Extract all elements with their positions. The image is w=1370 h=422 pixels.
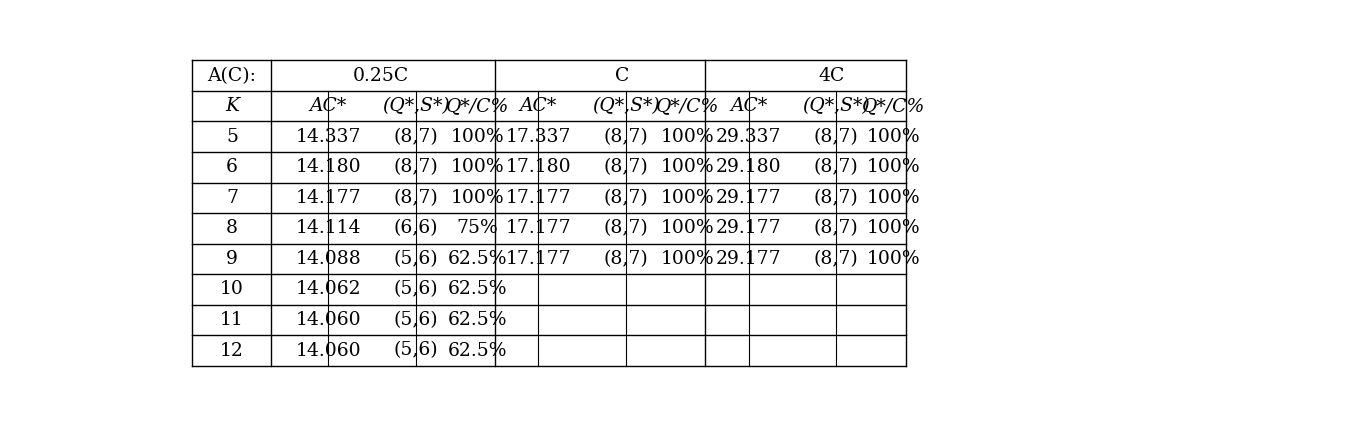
Text: 29.180: 29.180: [717, 158, 781, 176]
Text: (8,7): (8,7): [814, 250, 859, 268]
Text: 100%: 100%: [866, 158, 921, 176]
Text: (8,7): (8,7): [604, 158, 648, 176]
Text: 17.177: 17.177: [506, 219, 571, 238]
Text: (8,7): (8,7): [393, 189, 438, 207]
Text: 14.060: 14.060: [296, 311, 362, 329]
Text: 4C: 4C: [819, 67, 845, 85]
Text: 17.177: 17.177: [506, 189, 571, 207]
Text: 29.177: 29.177: [717, 250, 781, 268]
Text: (5,6): (5,6): [393, 311, 438, 329]
Text: 100%: 100%: [866, 189, 921, 207]
Text: (8,7): (8,7): [814, 128, 859, 146]
Text: 62.5%: 62.5%: [448, 311, 507, 329]
Text: 29.177: 29.177: [717, 219, 781, 238]
Text: 100%: 100%: [660, 158, 714, 176]
Text: (Q*,S*): (Q*,S*): [382, 97, 449, 115]
Text: (8,7): (8,7): [814, 189, 859, 207]
Text: 14.062: 14.062: [296, 281, 362, 298]
Text: 14.060: 14.060: [296, 341, 362, 360]
Text: Q*/C%: Q*/C%: [445, 97, 508, 115]
Text: 100%: 100%: [660, 250, 714, 268]
Text: (8,7): (8,7): [814, 219, 859, 238]
Text: (8,7): (8,7): [814, 158, 859, 176]
Text: (8,7): (8,7): [604, 250, 648, 268]
Text: AC*: AC*: [519, 97, 558, 115]
Text: 62.5%: 62.5%: [448, 281, 507, 298]
Text: 100%: 100%: [451, 189, 504, 207]
Text: 14.337: 14.337: [296, 128, 362, 146]
Text: 11: 11: [221, 311, 244, 329]
Text: 75%: 75%: [456, 219, 499, 238]
Text: 29.177: 29.177: [717, 189, 781, 207]
Text: 9: 9: [226, 250, 238, 268]
Text: 29.337: 29.337: [717, 128, 781, 146]
Text: 14.114: 14.114: [296, 219, 362, 238]
Text: (Q*,S*): (Q*,S*): [803, 97, 870, 115]
Text: 62.5%: 62.5%: [448, 250, 507, 268]
Text: (8,7): (8,7): [604, 189, 648, 207]
Text: 8: 8: [226, 219, 238, 238]
Text: 14.088: 14.088: [296, 250, 362, 268]
Text: 7: 7: [226, 189, 238, 207]
Text: (5,6): (5,6): [393, 250, 438, 268]
Text: (8,7): (8,7): [393, 128, 438, 146]
Text: Q*/C%: Q*/C%: [862, 97, 925, 115]
Text: 17.180: 17.180: [506, 158, 571, 176]
Text: (6,6): (6,6): [393, 219, 438, 238]
Text: 100%: 100%: [660, 128, 714, 146]
Text: 100%: 100%: [451, 128, 504, 146]
Text: (5,6): (5,6): [393, 341, 438, 360]
Text: K: K: [225, 97, 238, 115]
Text: (8,7): (8,7): [393, 158, 438, 176]
Text: 12: 12: [221, 341, 244, 360]
Text: 17.337: 17.337: [506, 128, 571, 146]
Text: 100%: 100%: [660, 219, 714, 238]
Text: 10: 10: [221, 281, 244, 298]
Text: 62.5%: 62.5%: [448, 341, 507, 360]
Text: (8,7): (8,7): [604, 219, 648, 238]
Text: AC*: AC*: [310, 97, 347, 115]
Text: 100%: 100%: [451, 158, 504, 176]
Text: (5,6): (5,6): [393, 281, 438, 298]
Text: 0.25C: 0.25C: [352, 67, 408, 85]
Text: 6: 6: [226, 158, 238, 176]
Text: 100%: 100%: [660, 189, 714, 207]
Text: A(C):: A(C):: [207, 67, 256, 85]
Text: 17.177: 17.177: [506, 250, 571, 268]
Text: AC*: AC*: [730, 97, 767, 115]
Text: (Q*,S*): (Q*,S*): [592, 97, 660, 115]
Text: C: C: [615, 67, 629, 85]
Text: (8,7): (8,7): [604, 128, 648, 146]
Text: 100%: 100%: [866, 250, 921, 268]
Text: 5: 5: [226, 128, 238, 146]
Text: 14.177: 14.177: [296, 189, 362, 207]
Text: 14.180: 14.180: [296, 158, 362, 176]
Text: 100%: 100%: [866, 219, 921, 238]
Text: 100%: 100%: [866, 128, 921, 146]
Text: Q*/C%: Q*/C%: [656, 97, 719, 115]
